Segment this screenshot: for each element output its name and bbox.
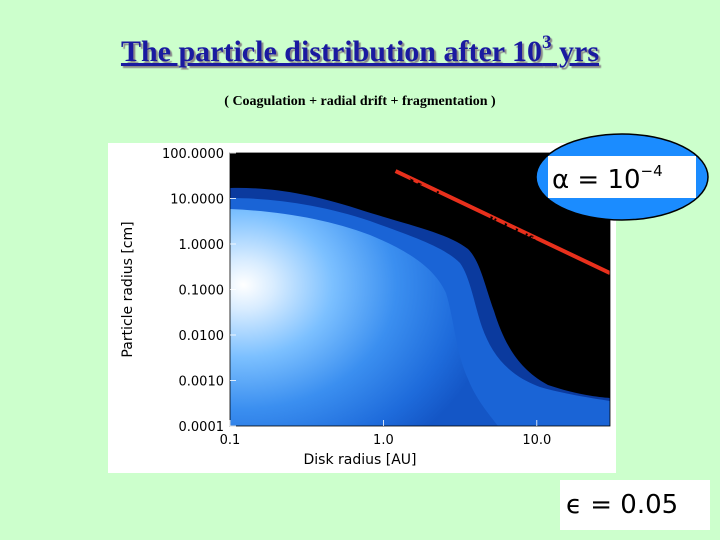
y-tick-label: 0.0100 — [179, 329, 225, 344]
x-tick-label: 10.0 — [522, 433, 551, 448]
y-tick-label: 0.0001 — [179, 420, 225, 435]
x-tick-label: 1.0 — [373, 433, 394, 448]
alpha-exponent: −4 — [641, 162, 663, 180]
title-end: yrs — [551, 35, 600, 68]
epsilon-label-box — [560, 480, 710, 530]
y-tick-label: 1.0000 — [179, 238, 225, 253]
alpha-symbol: α = 10 — [552, 165, 641, 195]
y-tick-label: 100.0000 — [162, 147, 224, 162]
alpha-parameter-bubble: α = 10−4 — [535, 133, 709, 221]
alpha-label: α = 10−4 — [552, 162, 663, 195]
x-tick-label: 0.1 — [220, 433, 241, 448]
epsilon-label: ϵ = 0.05 — [566, 490, 678, 520]
y-tick-label: 10.0000 — [170, 193, 224, 208]
title-exponent: 3 — [542, 32, 552, 53]
epsilon-parameter: ϵ = 0.05 — [560, 480, 710, 530]
slide-subtitle: ( Coagulation + radial drift + fragmenta… — [224, 94, 496, 109]
x-axis-label: Disk radius [AU] — [304, 452, 417, 468]
max-drift-line — [394, 169, 610, 275]
y-tick-label: 0.0010 — [179, 375, 225, 390]
slide-title: The particle distribution after 103 yrs — [0, 32, 720, 69]
alpha-label-box — [548, 156, 696, 198]
dust-region-inner — [230, 209, 498, 426]
x-axis: 0.1 1.0 10.0 — [220, 420, 551, 448]
y-axis-label: Particle radius [cm] — [120, 221, 136, 357]
title-main: The particle distribution after 10 — [120, 35, 543, 68]
y-axis: 100.0000 10.0000 1.0000 0.1000 0.0100 0.0010 0… — [162, 147, 236, 435]
y-tick-label: 0.1000 — [179, 284, 225, 299]
